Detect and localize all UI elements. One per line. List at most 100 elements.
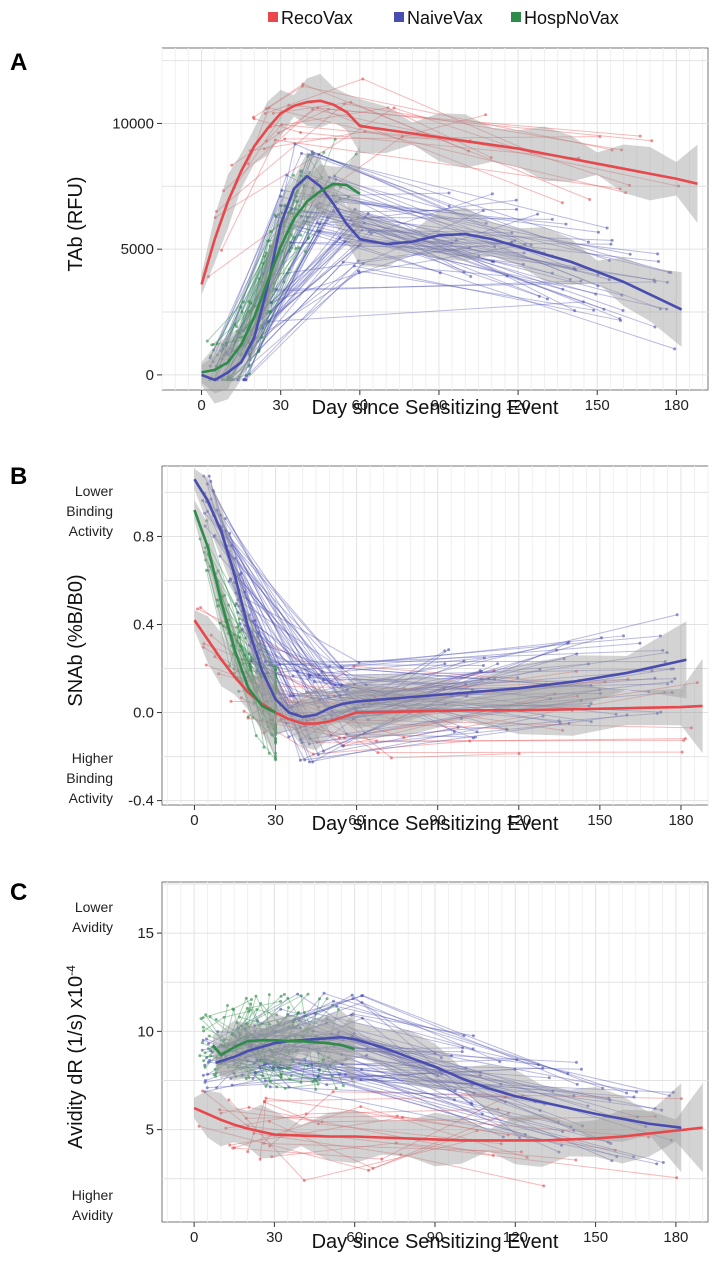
subject-point — [626, 677, 630, 681]
subject-point — [212, 535, 216, 539]
subject-point — [206, 1072, 210, 1076]
subject-point — [464, 682, 468, 686]
subject-point — [212, 1073, 216, 1077]
subject-point — [204, 1013, 208, 1017]
subject-point — [293, 142, 297, 146]
subject-point — [471, 1034, 475, 1038]
panel-letter-a: A — [10, 49, 27, 76]
subject-point — [308, 760, 312, 764]
subject-point — [256, 635, 260, 639]
subject-point — [230, 347, 234, 351]
subject-point — [305, 690, 309, 694]
annotation-bottom: Binding — [66, 770, 113, 786]
series-line-hospnovax — [193, 509, 277, 714]
subject-point — [323, 717, 327, 721]
x-axis-title: Day since Sensitizing Event — [312, 1231, 559, 1253]
subject-point — [679, 1097, 683, 1101]
subject-point — [214, 1071, 218, 1075]
subject-point — [268, 1085, 272, 1089]
subject-point — [596, 273, 600, 277]
subject-point — [523, 242, 527, 246]
subject-point — [310, 1063, 314, 1067]
subject-point — [490, 192, 494, 196]
subject-point — [262, 147, 266, 151]
subject-point — [220, 594, 224, 598]
subject-point — [283, 203, 287, 207]
subject-point — [235, 639, 239, 643]
subject-point — [313, 1011, 317, 1015]
subject-point — [200, 1048, 204, 1052]
subject-point — [277, 1022, 281, 1026]
subject-point — [226, 375, 230, 379]
subject-point — [499, 1082, 503, 1086]
subject-point — [317, 1051, 321, 1055]
subject-point — [624, 191, 628, 195]
subject-point — [255, 685, 259, 689]
subject-point — [215, 598, 219, 602]
subject-point — [247, 340, 251, 344]
subject-point — [236, 611, 240, 615]
subject-point — [249, 655, 253, 659]
subject-point — [244, 1035, 248, 1039]
subject-point — [227, 354, 231, 358]
chart-panel-b: 0 30 60 90 120 150 180 -0.4 0.0 0.4 0.8 Day since S… — [65, 465, 709, 835]
subject-point — [219, 621, 223, 625]
subject-point — [279, 717, 283, 721]
subject-point — [551, 1089, 555, 1093]
subject-point — [205, 519, 209, 523]
subject-point — [618, 187, 622, 191]
subject-point — [232, 633, 236, 637]
subject-point — [339, 665, 343, 669]
subject-point — [302, 1178, 306, 1182]
subject-point — [203, 1065, 207, 1069]
subject-point — [215, 604, 219, 608]
subject-point — [669, 667, 673, 671]
subject-point — [297, 246, 301, 250]
subject-point — [260, 335, 264, 339]
series-line-hospnovax — [211, 1038, 356, 1057]
subject-point — [305, 719, 309, 723]
subject-point — [204, 663, 208, 667]
subject-point — [262, 745, 266, 749]
subject-point — [291, 674, 295, 678]
subject-point — [279, 194, 283, 198]
subject-point — [303, 1011, 307, 1015]
subject-point — [657, 260, 661, 264]
y-tick-label: 15 — [137, 925, 154, 942]
subject-point — [218, 554, 222, 558]
confidence-bands — [201, 73, 698, 404]
subject-point — [244, 636, 248, 640]
subject-point — [360, 1001, 364, 1005]
subject-point — [316, 106, 320, 110]
subject-point — [655, 1162, 659, 1166]
subject-point — [214, 1017, 218, 1021]
subject-point — [550, 217, 554, 221]
subject-point — [320, 175, 324, 179]
subject-point — [269, 310, 273, 314]
subject-point — [239, 352, 243, 356]
subject-point — [269, 722, 273, 726]
subject-point — [480, 1112, 484, 1116]
subject-point — [238, 1033, 242, 1037]
individual-trajectories — [196, 474, 699, 764]
subject-point — [331, 1003, 335, 1007]
x-tick-label: 60 — [351, 397, 368, 414]
subject-point — [203, 1090, 207, 1094]
subject-point — [209, 633, 213, 637]
subject-point — [614, 712, 618, 716]
subject-point — [333, 137, 337, 141]
subject-point — [321, 210, 325, 214]
subject-point — [478, 1074, 482, 1078]
subject-point — [282, 992, 286, 996]
subject-point — [449, 1054, 453, 1058]
y-tick-label: 0.0 — [133, 705, 154, 722]
subject-point — [306, 236, 310, 240]
subject-point — [255, 1019, 259, 1023]
subject-point — [207, 474, 211, 478]
series-line-hospnovax — [201, 182, 361, 374]
subject-point — [352, 664, 356, 668]
annotation-top: Binding — [66, 503, 113, 519]
subject-point — [228, 531, 232, 535]
subject-point — [392, 717, 396, 721]
subject-point — [492, 260, 496, 264]
